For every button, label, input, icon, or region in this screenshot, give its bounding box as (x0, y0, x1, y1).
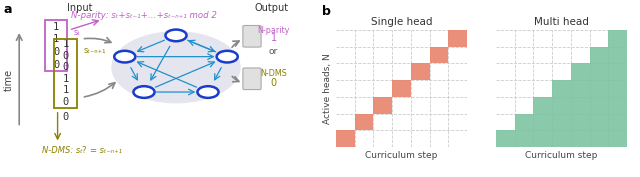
Bar (392, 80, 411, 97)
FancyBboxPatch shape (243, 25, 261, 47)
Bar (54, 39, 77, 108)
Title: Single head: Single head (371, 16, 433, 27)
Circle shape (165, 30, 187, 41)
Text: 1: 1 (63, 85, 68, 95)
Bar (45, 20, 67, 71)
Circle shape (114, 51, 136, 62)
Text: 0: 0 (63, 62, 68, 72)
Circle shape (197, 86, 219, 98)
Text: sₜ: sₜ (74, 28, 81, 37)
Bar (496, 130, 515, 147)
Text: 0: 0 (63, 112, 68, 122)
FancyBboxPatch shape (243, 68, 261, 90)
X-axis label: Curriculum step: Curriculum step (365, 151, 438, 160)
Text: b: b (322, 5, 331, 18)
Text: N-parity: sₜ+sₜ₋₁+…+sₜ₋ₙ₊₁ mod 2: N-parity: sₜ+sₜ₋₁+…+sₜ₋ₙ₊₁ mod 2 (71, 11, 217, 20)
Text: 0: 0 (53, 60, 59, 70)
Text: sₜ₋ₙ₊₁: sₜ₋ₙ₊₁ (83, 46, 106, 55)
Bar (411, 64, 429, 80)
Text: 0: 0 (53, 47, 59, 57)
Bar (429, 47, 449, 64)
Text: time: time (4, 69, 14, 91)
Title: Multi head: Multi head (534, 16, 589, 27)
Text: 1: 1 (53, 22, 59, 32)
Text: 1: 1 (271, 33, 276, 43)
Text: 1: 1 (63, 39, 68, 49)
X-axis label: Curriculum step: Curriculum step (525, 151, 598, 160)
Bar (515, 113, 534, 147)
Text: 0: 0 (271, 78, 276, 88)
Text: 0: 0 (63, 51, 68, 61)
Y-axis label: Active heads, N: Active heads, N (323, 53, 332, 124)
Text: N-DMS: N-DMS (260, 69, 287, 78)
Text: Input: Input (67, 3, 93, 13)
Text: = sₜ₋ₙ₊₁: = sₜ₋ₙ₊₁ (90, 146, 122, 155)
Bar (589, 47, 609, 147)
Text: 1: 1 (53, 34, 59, 44)
Bar (571, 64, 589, 147)
Text: or: or (269, 47, 278, 56)
Bar (355, 113, 374, 130)
Bar (552, 80, 571, 147)
Bar (609, 30, 627, 147)
Bar (336, 130, 355, 147)
Circle shape (134, 86, 155, 98)
Bar (534, 97, 552, 147)
Bar (374, 97, 392, 113)
Text: N-DMS: sₜ: N-DMS: sₜ (42, 146, 83, 155)
Text: 0: 0 (63, 97, 68, 107)
Bar (449, 30, 467, 47)
Text: ?: ? (82, 146, 86, 155)
Text: 1: 1 (63, 74, 68, 84)
Text: Output: Output (255, 3, 289, 13)
Text: N-parity: N-parity (257, 26, 290, 35)
Text: a: a (3, 3, 12, 16)
Circle shape (216, 51, 238, 62)
Circle shape (112, 32, 240, 103)
